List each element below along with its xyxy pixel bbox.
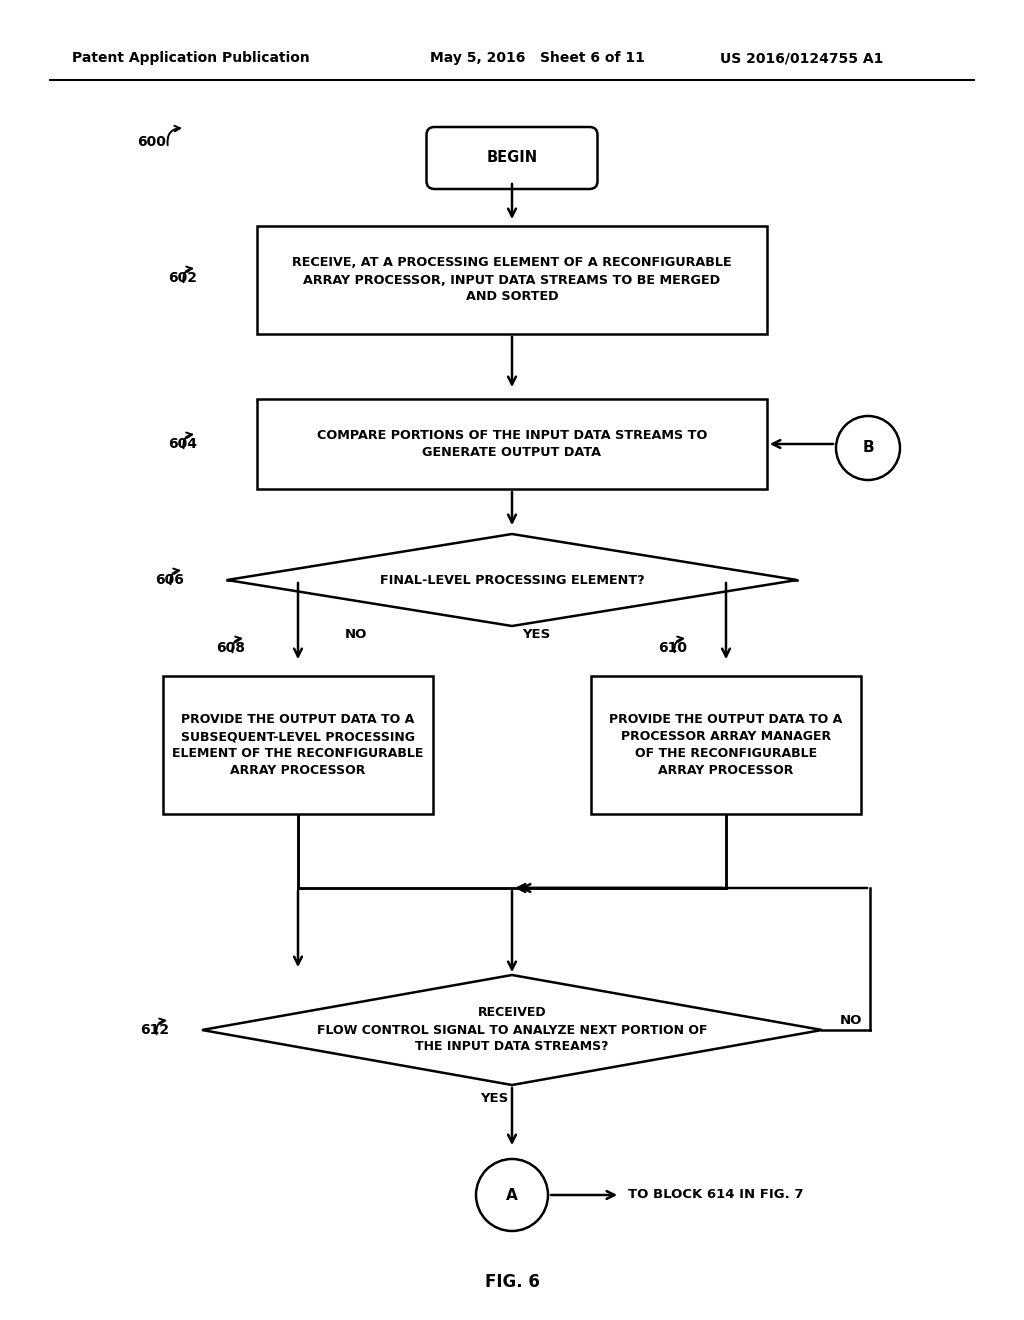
Polygon shape — [227, 535, 797, 626]
Text: May 5, 2016   Sheet 6 of 11: May 5, 2016 Sheet 6 of 11 — [430, 51, 645, 65]
Text: PROVIDE THE OUTPUT DATA TO A
PROCESSOR ARRAY MANAGER
OF THE RECONFIGURABLE
ARRAY: PROVIDE THE OUTPUT DATA TO A PROCESSOR A… — [609, 713, 843, 777]
Text: RECEIVE, AT A PROCESSING ELEMENT OF A RECONFIGURABLE
ARRAY PROCESSOR, INPUT DATA: RECEIVE, AT A PROCESSING ELEMENT OF A RE… — [292, 256, 732, 304]
Circle shape — [836, 416, 900, 480]
Text: YES: YES — [522, 627, 550, 640]
Text: 612: 612 — [140, 1023, 169, 1038]
Text: Patent Application Publication: Patent Application Publication — [72, 51, 309, 65]
Text: 604: 604 — [168, 437, 197, 451]
Text: FIG. 6: FIG. 6 — [484, 1272, 540, 1291]
Text: 600: 600 — [137, 135, 167, 149]
Text: FINAL-LEVEL PROCESSING ELEMENT?: FINAL-LEVEL PROCESSING ELEMENT? — [380, 573, 644, 586]
Text: COMPARE PORTIONS OF THE INPUT DATA STREAMS TO
GENERATE OUTPUT DATA: COMPARE PORTIONS OF THE INPUT DATA STREA… — [316, 429, 708, 459]
Text: 606: 606 — [155, 573, 184, 587]
Text: A: A — [506, 1188, 518, 1203]
FancyBboxPatch shape — [427, 127, 597, 189]
Text: B: B — [862, 441, 873, 455]
Circle shape — [476, 1159, 548, 1232]
Text: RECEIVED
FLOW CONTROL SIGNAL TO ANALYZE NEXT PORTION OF
THE INPUT DATA STREAMS?: RECEIVED FLOW CONTROL SIGNAL TO ANALYZE … — [316, 1006, 708, 1053]
Text: 608: 608 — [216, 642, 245, 655]
Bar — [591, 676, 861, 814]
Bar — [163, 676, 433, 814]
Bar — [257, 399, 767, 488]
Text: YES: YES — [480, 1092, 508, 1105]
Polygon shape — [202, 975, 822, 1085]
Text: NO: NO — [345, 627, 368, 640]
Text: PROVIDE THE OUTPUT DATA TO A
SUBSEQUENT-LEVEL PROCESSING
ELEMENT OF THE RECONFIG: PROVIDE THE OUTPUT DATA TO A SUBSEQUENT-… — [172, 713, 424, 777]
Text: TO BLOCK 614 IN FIG. 7: TO BLOCK 614 IN FIG. 7 — [628, 1188, 804, 1201]
Bar — [257, 226, 767, 334]
Text: 602: 602 — [168, 271, 197, 285]
Text: BEGIN: BEGIN — [486, 150, 538, 165]
Text: US 2016/0124755 A1: US 2016/0124755 A1 — [720, 51, 884, 65]
Text: NO: NO — [840, 1014, 862, 1027]
Text: 610: 610 — [658, 642, 687, 655]
